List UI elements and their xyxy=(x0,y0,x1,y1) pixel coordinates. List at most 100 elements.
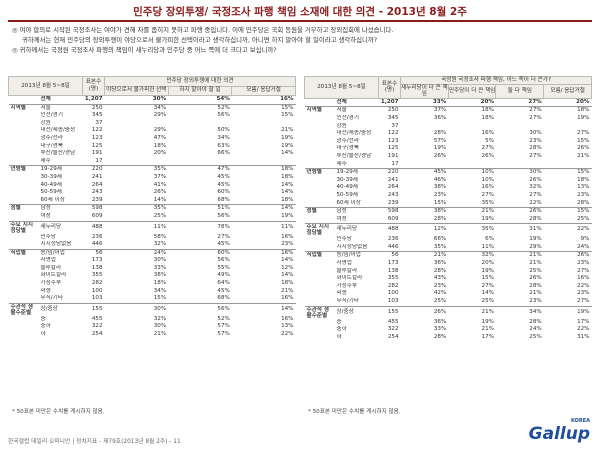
cell: 21% xyxy=(281,127,294,134)
row: 광주/전라 123 47% 34% 19% xyxy=(9,135,296,143)
row-n: 609 xyxy=(387,215,399,222)
row-n: 241 xyxy=(91,173,103,180)
cell: 23% xyxy=(577,290,590,297)
row-label: 대전/세종/충청 xyxy=(336,130,372,137)
cell: 25% xyxy=(529,333,542,340)
cell-empty xyxy=(448,161,496,169)
cell: 16% xyxy=(281,295,294,302)
cell: 36% xyxy=(433,260,447,267)
row: 제주 17 xyxy=(305,161,592,169)
row-group-empty xyxy=(305,275,335,283)
cell: 17% xyxy=(481,333,494,340)
cell: 28% xyxy=(433,333,447,340)
cell-empty xyxy=(168,120,232,128)
row-n: 173 xyxy=(91,257,103,264)
row-group: 직업별 xyxy=(304,251,335,261)
row: 중 455 36% 19% 28% 17% xyxy=(305,319,592,327)
row-group-empty xyxy=(305,115,335,123)
cell: 30% xyxy=(495,168,544,177)
row-label: 지지정당없음 xyxy=(40,241,72,248)
table: 2013년 8월 5~8일 표본수 (명) 민주당 장외투쟁에 대한 의견 야당으로서… xyxy=(7,76,296,339)
row-label: 여성 xyxy=(40,212,51,219)
cell: 23% xyxy=(281,241,294,248)
row-label: 새누리당 xyxy=(334,223,379,237)
row-label: 무직/기타 xyxy=(336,298,359,305)
cell: 29% xyxy=(529,243,542,250)
cell: 26% xyxy=(543,251,592,261)
row-label: 가정주부 xyxy=(40,280,62,287)
cell: 29% xyxy=(153,127,167,134)
cell: 18% xyxy=(481,114,494,121)
row-n: 282 xyxy=(91,280,103,287)
cell: 33% xyxy=(433,326,447,333)
cell: 66% xyxy=(217,150,230,157)
cell: 47% xyxy=(168,165,232,174)
cell: 19% xyxy=(281,212,294,219)
cell: 18% xyxy=(281,196,294,203)
row-group-empty xyxy=(305,177,335,185)
row-n: 125 xyxy=(387,145,399,152)
row-label: 서울 xyxy=(334,106,379,115)
cell: 58% xyxy=(153,233,167,240)
row-n: 241 xyxy=(387,176,399,183)
row: 무직/기타 103 15% 68% 16% xyxy=(9,295,296,303)
row-group-empty xyxy=(8,95,39,105)
row-group-empty xyxy=(305,319,335,327)
cell: 21% xyxy=(481,326,494,333)
cell: 56% xyxy=(168,302,232,316)
cell: 25% xyxy=(153,212,167,219)
cell: 20% xyxy=(543,97,592,107)
row: 부산/울산/경남 191 26% 26% 27% 21% xyxy=(305,153,592,161)
cell: 60% xyxy=(217,189,230,196)
row: 연령별 19-29세 220 45% 10% 30% 15% xyxy=(304,168,592,177)
row-label: 40-49세 xyxy=(40,181,62,188)
row-n: 254 xyxy=(91,331,103,338)
row-group-empty xyxy=(305,260,335,268)
row: 지역별 서울 250 34% 52% 15% xyxy=(8,103,296,113)
cell: 20% xyxy=(153,150,167,157)
row-label: 화이트칼라 xyxy=(40,272,67,279)
logo: Gallup KOREA xyxy=(529,418,590,444)
row-label: 학생 xyxy=(40,287,51,294)
cell: 32% xyxy=(153,241,167,248)
cell: 16% xyxy=(281,233,294,240)
row-label: 농/임/어업 xyxy=(334,251,379,261)
cell: 16% xyxy=(481,184,494,191)
row-label: 대구/경북 xyxy=(40,142,63,149)
row-label: 하 xyxy=(40,331,46,338)
row-n: 173 xyxy=(387,260,399,267)
cell: 11% xyxy=(104,220,169,234)
cell: 50% xyxy=(217,127,230,134)
date-header: 2013년 8월 5~8일 xyxy=(7,76,84,96)
cell: 46% xyxy=(433,176,447,183)
cell: 38% xyxy=(400,207,449,216)
cell: 27% xyxy=(529,191,542,198)
cell: 17% xyxy=(577,318,590,325)
row-label: 전체 xyxy=(38,95,83,105)
cell: 19% xyxy=(481,215,494,222)
cell: 28% xyxy=(433,267,447,274)
cell: 42% xyxy=(433,290,447,297)
row-label: 중 xyxy=(336,318,342,325)
cell: 30% xyxy=(104,95,169,105)
row-n: 598 xyxy=(82,204,105,213)
cell: 37% xyxy=(400,106,449,115)
row-group-empty xyxy=(9,158,39,166)
cell: 15% xyxy=(543,207,592,216)
cell: 20% xyxy=(481,260,494,267)
row-label: 자영업 xyxy=(40,257,56,264)
row: 40-49세 264 38% 16% 32% 13% xyxy=(305,184,592,192)
row-n: 455 xyxy=(91,315,103,322)
row-n: 488 xyxy=(378,223,401,237)
row-label: 대구/경북 xyxy=(336,145,359,152)
cell: 21% xyxy=(448,305,496,319)
row-n: 138 xyxy=(91,264,103,271)
cell: 66% xyxy=(433,236,447,243)
cell: 12% xyxy=(400,223,449,237)
cell: 19% xyxy=(281,134,294,141)
cell: 24% xyxy=(577,243,590,250)
row-n: 282 xyxy=(387,282,399,289)
cell: 34% xyxy=(153,287,167,294)
cell: 21% xyxy=(495,251,544,261)
row-label: 서울 xyxy=(38,103,83,113)
